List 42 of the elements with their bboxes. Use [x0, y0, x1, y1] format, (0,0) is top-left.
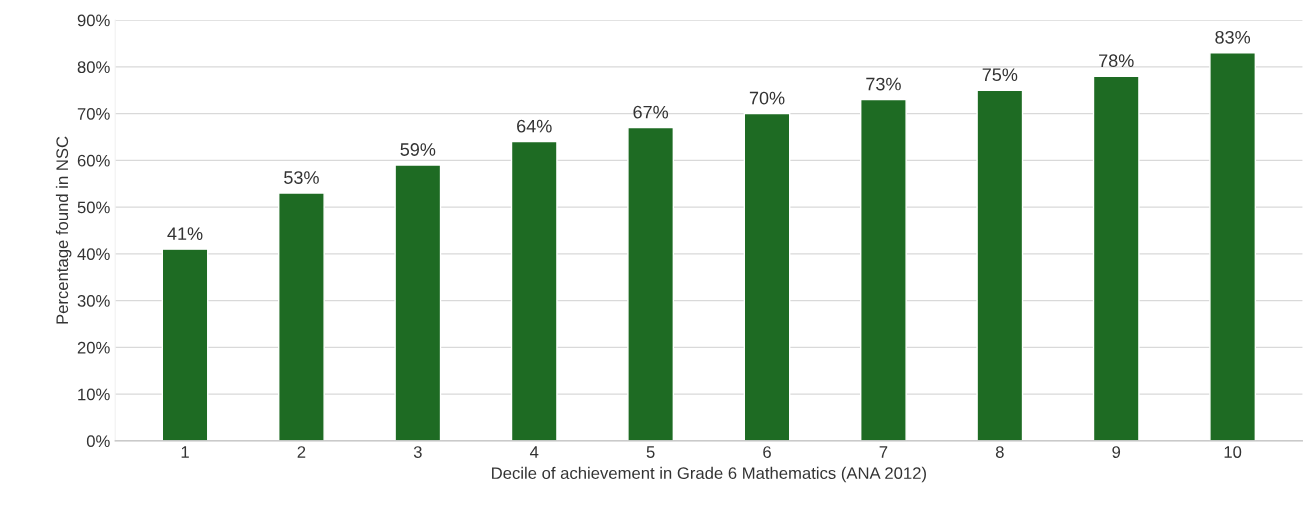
- data-label: 67%: [633, 105, 669, 119]
- data-label: 70%: [749, 91, 785, 105]
- bar: [161, 248, 209, 441]
- bar: [743, 112, 791, 441]
- bar: [860, 98, 907, 441]
- y-tick-label: 40%: [77, 248, 110, 261]
- data-label: 41%: [167, 227, 203, 240]
- x-tick-label: 8: [995, 446, 1004, 458]
- y-tick-label: 0%: [86, 435, 110, 448]
- y-tick-label: 90%: [77, 14, 110, 27]
- data-label: 73%: [866, 77, 901, 91]
- data-label: 64%: [517, 119, 552, 133]
- data-label: 78%: [1099, 54, 1134, 68]
- bar: [510, 140, 558, 441]
- data-label: 53%: [284, 171, 319, 184]
- x-tick-label: 9: [1112, 446, 1121, 458]
- y-tick-label: 50%: [77, 201, 110, 214]
- x-tick-label: 1: [181, 446, 189, 458]
- y-tick-label: 30%: [77, 294, 110, 307]
- x-tick-label: 6: [763, 446, 771, 458]
- data-label: 83%: [1215, 30, 1251, 44]
- x-tick-label: 5: [646, 446, 655, 458]
- x-tick-label: 10: [1224, 446, 1242, 458]
- data-label: 75%: [982, 68, 1018, 82]
- y-axis-title: Percentage found in NSC: [55, 136, 72, 324]
- y-tick-label: 70%: [77, 107, 110, 120]
- x-tick-label: 7: [879, 446, 888, 458]
- y-tick-label: 10%: [78, 388, 110, 401]
- bar: [1209, 52, 1257, 441]
- bar: [394, 164, 442, 441]
- x-tick-label: 2: [297, 446, 306, 458]
- y-tick-label: 80%: [77, 61, 110, 74]
- data-label: 59%: [400, 143, 436, 156]
- y-tick-label: 60%: [77, 154, 110, 167]
- y-tick-label: 20%: [77, 341, 110, 354]
- bar: [278, 192, 325, 441]
- x-tick-label: 4: [529, 446, 539, 458]
- bar: [976, 89, 1024, 441]
- x-axis-title: Decile of achievement in Grade 6 Mathematics (ANA 2012): [492, 466, 926, 483]
- bar: [1092, 75, 1140, 441]
- x-tick-label: 3: [413, 446, 422, 458]
- bar: [627, 126, 675, 441]
